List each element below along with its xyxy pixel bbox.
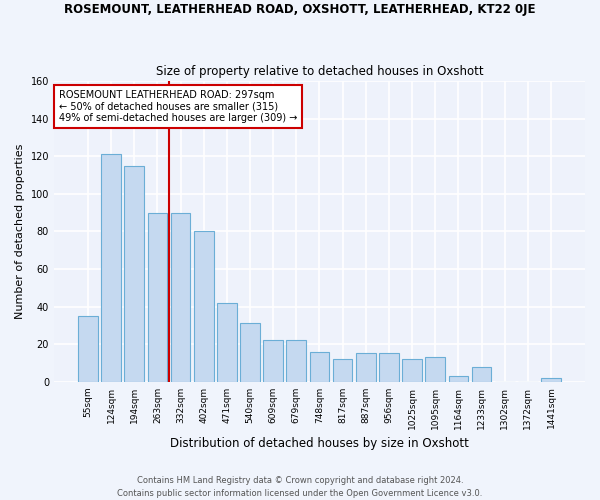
Bar — [217, 303, 236, 382]
Bar — [124, 166, 144, 382]
Text: ROSEMOUNT LEATHERHEAD ROAD: 297sqm
← 50% of detached houses are smaller (315)
49: ROSEMOUNT LEATHERHEAD ROAD: 297sqm ← 50%… — [59, 90, 298, 124]
Bar — [148, 212, 167, 382]
Bar — [78, 316, 98, 382]
Bar — [472, 366, 491, 382]
Bar — [263, 340, 283, 382]
Text: ROSEMOUNT, LEATHERHEAD ROAD, OXSHOTT, LEATHERHEAD, KT22 0JE: ROSEMOUNT, LEATHERHEAD ROAD, OXSHOTT, LE… — [64, 2, 536, 16]
Bar — [170, 212, 190, 382]
Text: Contains HM Land Registry data © Crown copyright and database right 2024.
Contai: Contains HM Land Registry data © Crown c… — [118, 476, 482, 498]
Bar — [101, 154, 121, 382]
Y-axis label: Number of detached properties: Number of detached properties — [15, 144, 25, 319]
Bar — [286, 340, 306, 382]
Bar — [379, 354, 399, 382]
Bar — [240, 324, 260, 382]
Bar — [356, 354, 376, 382]
Bar — [541, 378, 561, 382]
X-axis label: Distribution of detached houses by size in Oxshott: Distribution of detached houses by size … — [170, 437, 469, 450]
Bar — [449, 376, 468, 382]
Bar — [402, 359, 422, 382]
Bar — [310, 352, 329, 382]
Title: Size of property relative to detached houses in Oxshott: Size of property relative to detached ho… — [155, 66, 483, 78]
Bar — [333, 359, 352, 382]
Bar — [194, 232, 214, 382]
Bar — [425, 358, 445, 382]
